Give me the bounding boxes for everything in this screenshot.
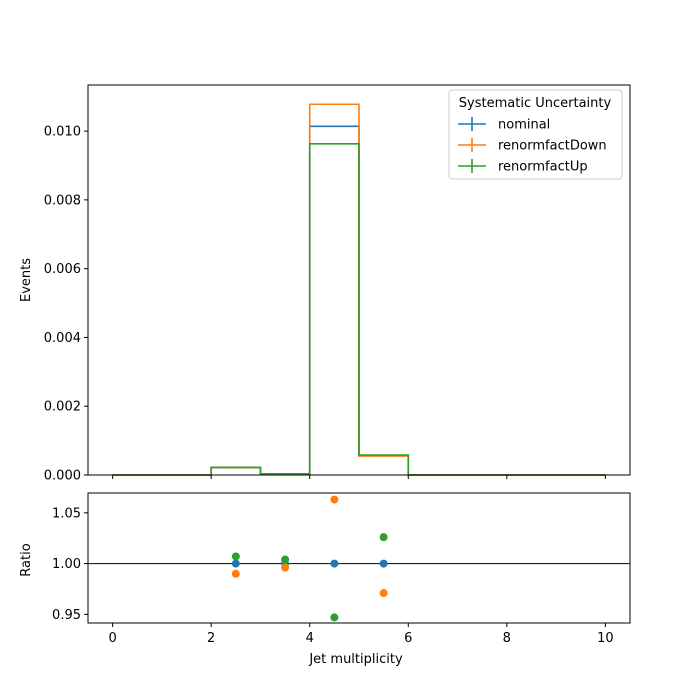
histogram-y-tick-label: 0.006 xyxy=(44,262,81,277)
ratio-x-ticks: 0 2 4 6 8 10 xyxy=(108,623,614,646)
ratio-point-renormfactUp xyxy=(330,613,339,622)
ratio-x-tick-label: 0 xyxy=(108,631,116,646)
legend-label: renormfactDown xyxy=(498,139,607,154)
ratio-x-tick-label: 6 xyxy=(404,631,412,646)
ratio-x-tick-label: 2 xyxy=(207,631,215,646)
ratio-y-tick-label: 1.05 xyxy=(52,506,81,521)
histogram-x-ticks xyxy=(112,475,606,479)
legend-entry-renormfactDown: renormfactDown xyxy=(458,138,607,154)
histogram-y-tick-label: 0.008 xyxy=(44,193,81,208)
histogram-y-tick-label: 0.010 xyxy=(44,125,81,140)
ratio-point-renormfactDown xyxy=(379,589,388,598)
ratio-panel: 0.95 1.00 1.05 0 2 4 6 8 10 Ratio Jet multiplic… xyxy=(19,492,631,667)
legend: Systematic Uncertainty nominal renormfact… xyxy=(448,89,623,180)
ratio-points-group xyxy=(231,495,388,622)
ratio-y-axis-label: Ratio xyxy=(19,543,34,576)
ratio-point-nominal xyxy=(379,559,388,568)
legend-entry-nominal: nominal xyxy=(458,117,550,133)
ratio-x-tick-label: 8 xyxy=(503,631,511,646)
ratio-point-renormfactUp xyxy=(379,533,388,542)
histogram-panel: 0.000 0.002 0.004 0.006 0.008 0.010 Events Sy… xyxy=(19,84,631,484)
histogram-series-group xyxy=(112,103,606,476)
ratio-y-tick-label: 0.95 xyxy=(52,608,81,623)
legend-label: renormfactUp xyxy=(498,160,588,175)
legend-label: nominal xyxy=(498,118,550,133)
ratio-point-nominal xyxy=(231,559,240,568)
legend-entry-renormfactUp: renormfactUp xyxy=(458,159,588,175)
histogram-y-ticks: 0.000 0.002 0.004 0.006 0.008 0.010 xyxy=(44,125,88,484)
histogram-axes-frame xyxy=(87,84,631,476)
histogram-y-axis-label: Events xyxy=(19,258,34,302)
ratio-point-renormfactDown xyxy=(281,563,290,572)
ratio-point-renormfactUp xyxy=(231,552,240,561)
histogram-series-renormfactUp xyxy=(112,143,606,476)
ratio-y-ticks: 0.95 1.00 1.05 xyxy=(52,506,88,623)
legend-entries: nominal renormfactDown renormfactUp xyxy=(458,117,607,175)
legend-box xyxy=(448,89,623,180)
ratio-point-renormfactDown xyxy=(231,569,240,578)
ratio-point-renormfactUp xyxy=(281,555,290,564)
ratio-point-nominal xyxy=(330,559,339,568)
ratio-point-renormfactDown xyxy=(330,495,339,504)
histogram-y-tick-label: 0.000 xyxy=(44,469,81,484)
ratio-x-tick-label: 4 xyxy=(306,631,314,646)
histogram-y-tick-label: 0.004 xyxy=(44,331,81,346)
ratio-x-axis-label: Jet multiplicity xyxy=(308,652,403,667)
histogram-y-tick-label: 0.002 xyxy=(44,400,81,415)
ratio-y-tick-label: 1.00 xyxy=(52,557,81,572)
legend-title: Systematic Uncertainty xyxy=(459,96,612,111)
ratio-axes-frame xyxy=(87,492,631,624)
ratio-x-tick-label: 10 xyxy=(597,631,614,646)
